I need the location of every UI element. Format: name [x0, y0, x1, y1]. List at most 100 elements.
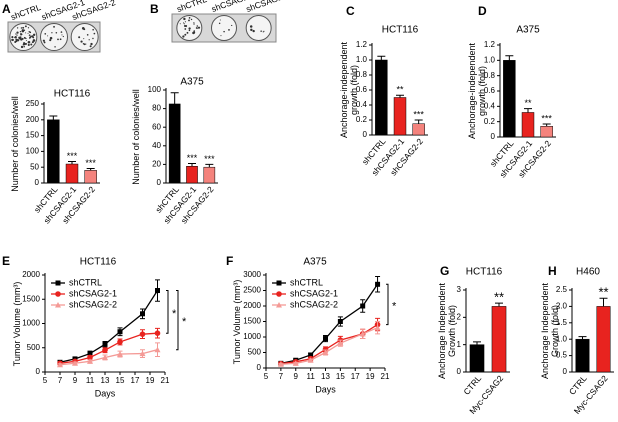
colony: [16, 27, 19, 29]
y-tick-label: 100: [148, 85, 162, 94]
chart-title: A375: [516, 25, 540, 36]
bar: [596, 306, 611, 373]
significance: *: [392, 300, 397, 312]
y-tick-label: 20: [152, 160, 161, 169]
x-tick-label: 13: [101, 376, 110, 385]
colony: [49, 39, 52, 42]
x-tick-label: 17: [351, 372, 360, 381]
well: [70, 23, 99, 51]
bar: [375, 59, 388, 136]
y-axis-label: Tumor Volume (mm³): [12, 281, 23, 366]
colony: [61, 34, 63, 36]
x-axis-label: Days: [315, 384, 336, 394]
y-tick-label: 1.2: [484, 40, 496, 49]
chart-title: HCT116: [382, 25, 419, 36]
colony: [183, 23, 185, 25]
y-tick-label: 1.2: [356, 40, 368, 49]
significance: **: [396, 85, 404, 95]
bar: [491, 306, 507, 373]
y-tick-label: 0.5: [556, 351, 568, 360]
colony: [184, 21, 186, 23]
significance: ***: [67, 151, 78, 161]
bar: [540, 126, 553, 138]
panel-label: B: [150, 2, 159, 16]
chart-title: A375: [303, 257, 327, 268]
colony: [260, 30, 262, 32]
marker: [307, 357, 314, 363]
colony: [188, 27, 191, 30]
colony: [85, 43, 87, 45]
well-label: shCTRL: [175, 0, 208, 14]
colony: [43, 41, 46, 44]
colony: [44, 33, 47, 35]
y-tick-label: 40: [152, 141, 161, 150]
y-tick-label: 1.0: [556, 334, 568, 343]
y-axis-label: Number of colonies/well: [10, 95, 21, 192]
colony: [190, 18, 193, 21]
error-bar: [205, 163, 214, 168]
panel-label: A: [2, 2, 11, 16]
colony: [86, 33, 89, 36]
significance: ***: [85, 158, 96, 168]
significance: ***: [541, 113, 552, 123]
colony: [219, 19, 221, 21]
x-tick-label: 7: [279, 372, 284, 381]
y-tick-label: 0: [36, 367, 41, 376]
colony: [32, 41, 34, 44]
colony: [55, 31, 58, 34]
x-tick-label: 19: [366, 372, 375, 381]
colony: [93, 32, 96, 35]
colony: [11, 38, 14, 42]
significance: *: [172, 308, 177, 320]
bar: [47, 119, 60, 184]
marker: [140, 311, 145, 317]
colony: [193, 22, 195, 24]
colony: [51, 32, 53, 34]
y-axis-label: Anchorage-independent growth (fold): [339, 41, 359, 139]
colony: [92, 37, 94, 40]
marker: [155, 288, 160, 294]
significance: ***: [413, 109, 424, 119]
marker: [154, 330, 161, 337]
error-bar: [473, 341, 481, 345]
error-bar: [68, 161, 76, 165]
significance: **: [598, 285, 608, 300]
marker: [374, 324, 381, 331]
significance-bracket: [166, 290, 169, 334]
y-tick-label: 0: [491, 132, 496, 141]
colony: [183, 24, 186, 27]
y-axis-label: Anchorage Independent Growth (fold): [540, 282, 560, 380]
colony: [90, 42, 93, 46]
colony: [231, 24, 233, 27]
marker: [337, 340, 344, 346]
significance: ***: [204, 154, 215, 164]
y-tick-label: 1500: [243, 317, 261, 326]
y-axis-label: Anchorage-independent growth (fold): [467, 42, 487, 140]
bar: [84, 170, 97, 184]
x-tick-label: 9: [294, 372, 299, 381]
legend-label: shCSAG2-1: [69, 288, 117, 298]
chart-title: HCT116: [80, 257, 117, 268]
y-tick-label: 250: [26, 99, 40, 108]
chart-title: HCT116: [466, 267, 503, 278]
colony: [28, 34, 31, 37]
colony: [24, 25, 27, 28]
y-tick-label: 0: [363, 130, 368, 139]
bar: [521, 112, 535, 138]
well: [211, 15, 237, 41]
colony: [83, 38, 85, 40]
colony: [197, 27, 199, 29]
colony: [21, 37, 24, 40]
bar: [168, 103, 181, 184]
colony: [49, 36, 53, 40]
error-bar: [396, 94, 404, 98]
colony: [92, 28, 94, 31]
marker: [117, 339, 123, 345]
colony: [29, 31, 32, 34]
colony: [80, 40, 83, 43]
colony: [188, 17, 191, 19]
error-bar: [49, 115, 58, 120]
error-bar: [542, 123, 551, 127]
panel-label: C: [346, 4, 355, 18]
